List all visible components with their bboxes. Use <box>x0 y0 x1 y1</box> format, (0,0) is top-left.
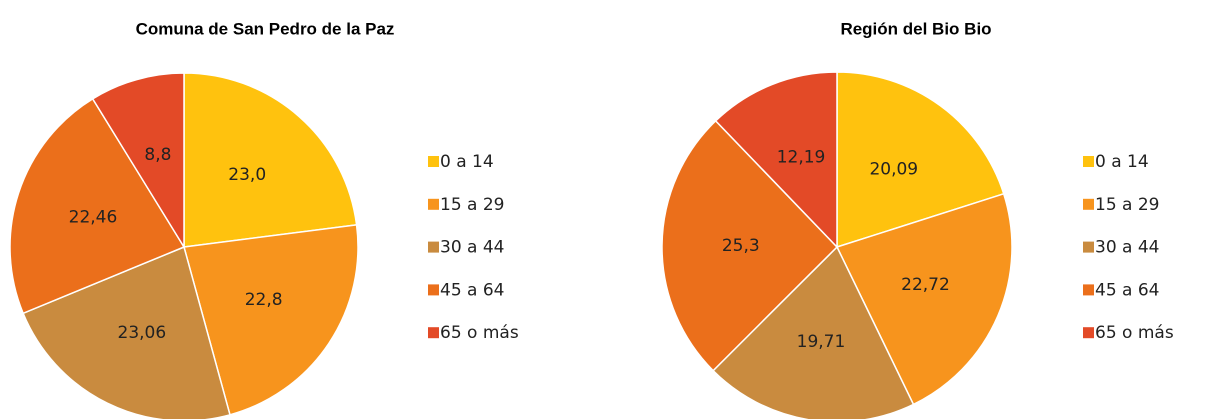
data-label: 19,71 <box>797 332 846 352</box>
legend-label: 0 a 14 <box>440 152 494 172</box>
data-label: 22,46 <box>69 207 118 227</box>
legend-label: 15 a 29 <box>1095 195 1160 215</box>
legend-swatch <box>1083 284 1094 296</box>
legend-swatch <box>428 156 439 167</box>
pie-slice <box>183 224 359 416</box>
legend-swatch <box>1083 156 1094 167</box>
data-label: 22,72 <box>901 275 950 295</box>
legend-swatch <box>428 284 439 296</box>
legend-label: 65 o más <box>440 323 519 343</box>
legend-swatch <box>1083 198 1094 210</box>
data-label: 23,06 <box>118 323 167 343</box>
legend-swatch <box>428 241 439 253</box>
data-label: 20,09 <box>869 159 918 179</box>
chart-title: Comuna de San Pedro de la Paz <box>136 19 395 38</box>
legend-label: 30 a 44 <box>440 238 505 258</box>
pie-slice <box>22 245 231 419</box>
legend-swatch <box>428 327 439 339</box>
data-label: 12,19 <box>777 148 826 168</box>
pie-slice <box>712 245 915 419</box>
legend-swatch <box>1083 327 1094 339</box>
pie-slice <box>661 119 839 372</box>
legend-label: 15 a 29 <box>440 195 505 215</box>
legend-label: 45 a 64 <box>1095 280 1160 300</box>
pie-slice <box>835 192 1013 406</box>
pie-slice <box>91 72 185 250</box>
pie-slice <box>183 72 358 248</box>
legend-swatch <box>428 198 439 210</box>
pie-slice <box>714 71 838 249</box>
legend-label: 65 o más <box>1095 323 1174 343</box>
data-label: 8,8 <box>144 145 171 165</box>
pie-slice <box>9 97 186 315</box>
data-label: 25,3 <box>722 236 760 256</box>
legend-label: 30 a 44 <box>1095 238 1160 258</box>
data-label: 23,0 <box>228 165 266 185</box>
pie-slice <box>836 71 1005 249</box>
legend-swatch <box>1083 241 1094 253</box>
legend-label: 0 a 14 <box>1095 152 1149 172</box>
chart-title: Región del Bio Bio <box>840 19 991 38</box>
legend-label: 45 a 64 <box>440 280 505 300</box>
data-label: 22,8 <box>245 290 283 310</box>
